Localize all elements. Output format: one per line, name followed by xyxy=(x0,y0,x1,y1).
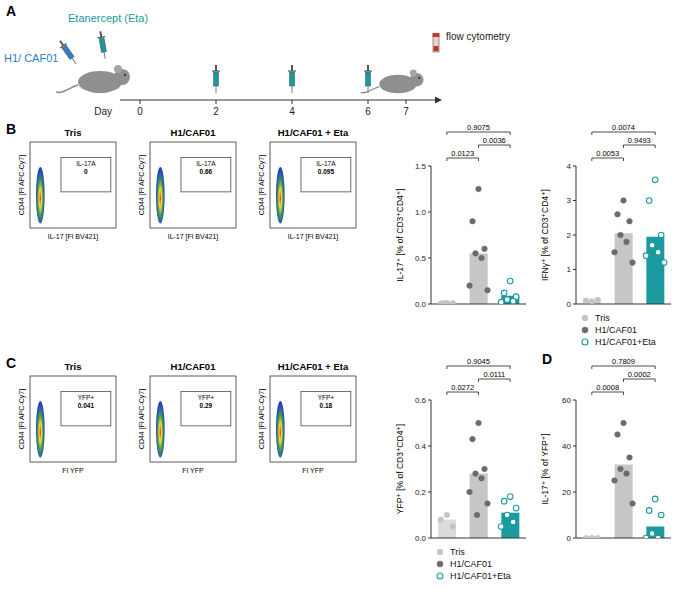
svg-text:0: 0 xyxy=(567,300,572,309)
svg-text:IL-17A: IL-17A xyxy=(76,160,96,167)
svg-text:0.66: 0.66 xyxy=(200,168,213,175)
svg-text:0.9493: 0.9493 xyxy=(628,136,651,145)
svg-text:2: 2 xyxy=(213,106,219,117)
svg-text:0.095: 0.095 xyxy=(318,168,335,175)
html-text:H1/CAF01+Eta: H1/CAF01+Eta xyxy=(595,337,656,347)
svg-text:Fl YFP: Fl YFP xyxy=(302,467,324,474)
svg-text:CD44 [Fl APC-Cy7]: CD44 [Fl APC-Cy7] xyxy=(258,155,266,215)
svg-text:0.18: 0.18 xyxy=(320,402,333,409)
svg-text:IL-17A: IL-17A xyxy=(316,160,336,167)
svg-text:7: 7 xyxy=(403,106,409,117)
svg-text:0: 0 xyxy=(567,534,572,543)
svg-text:0.0272: 0.0272 xyxy=(451,383,474,392)
svg-text:IL-17⁺ [% of YFP⁺]: IL-17⁺ [% of YFP⁺] xyxy=(540,433,550,504)
svg-text:0.7809: 0.7809 xyxy=(612,357,635,366)
svg-text:IL-17 [Fl BV421]: IL-17 [Fl BV421] xyxy=(48,233,99,241)
svg-text:0: 0 xyxy=(137,106,143,117)
svg-text:CD44 [Fl APC-Cy7]: CD44 [Fl APC-Cy7] xyxy=(18,389,26,449)
svg-text:IFNγ⁺ [% of CD3⁺CD4⁺]: IFNγ⁺ [% of CD3⁺CD4⁺] xyxy=(540,189,550,281)
svg-text:Tris: Tris xyxy=(65,127,82,138)
svg-text:0.9045: 0.9045 xyxy=(467,357,490,366)
svg-text:IL-17⁺ [% of CD3⁺CD4⁺]: IL-17⁺ [% of CD3⁺CD4⁺] xyxy=(395,188,405,281)
svg-text:60: 60 xyxy=(562,396,571,405)
svg-text:40: 40 xyxy=(562,442,571,451)
svg-text:0.0111: 0.0111 xyxy=(483,370,505,379)
svg-text:0.0074: 0.0074 xyxy=(612,123,635,132)
svg-text:0.29: 0.29 xyxy=(200,402,213,409)
svg-text:A: A xyxy=(6,3,16,19)
svg-text:0.0002: 0.0002 xyxy=(628,370,651,379)
html-text:H1/CAF01: H1/CAF01 xyxy=(595,325,637,335)
svg-text:0.0036: 0.0036 xyxy=(483,136,506,145)
html-text:H1/CAF01: H1/CAF01 xyxy=(450,559,492,569)
svg-text:2: 2 xyxy=(567,231,572,240)
svg-text:0.0123: 0.0123 xyxy=(451,149,474,158)
svg-text:H1/CAF01 + Eta: H1/CAF01 + Eta xyxy=(278,127,349,138)
svg-text:4: 4 xyxy=(567,162,572,171)
html-text:H1/CAF01+Eta: H1/CAF01+Eta xyxy=(450,571,511,581)
svg-text:0.4: 0.4 xyxy=(415,442,427,451)
svg-text:YFP+: YFP+ xyxy=(78,394,95,401)
svg-text:0.041: 0.041 xyxy=(78,402,95,409)
svg-text:flow cytometry: flow cytometry xyxy=(446,31,510,42)
svg-text:0.0: 0.0 xyxy=(415,300,427,309)
svg-text:CD44 [Fl APC-Cy7]: CD44 [Fl APC-Cy7] xyxy=(138,155,146,215)
svg-text:H1/CAF01: H1/CAF01 xyxy=(171,127,217,138)
svg-text:0: 0 xyxy=(84,168,88,175)
svg-text:YFP⁺ [% of CD3⁺CD4⁺]: YFP⁺ [% of CD3⁺CD4⁺] xyxy=(395,424,405,514)
svg-text:0.6: 0.6 xyxy=(415,396,427,405)
svg-text:CD44 [Fl APC-Cy7]: CD44 [Fl APC-Cy7] xyxy=(138,389,146,449)
html-text:Tris: Tris xyxy=(595,313,610,323)
html-text:Tris: Tris xyxy=(450,547,465,557)
svg-text:YFP+: YFP+ xyxy=(198,394,215,401)
svg-text:1.0: 1.0 xyxy=(415,208,427,217)
svg-text:3: 3 xyxy=(567,196,572,205)
svg-text:0.0053: 0.0053 xyxy=(596,149,619,158)
svg-text:CD44 [Fl APC-Cy7]: CD44 [Fl APC-Cy7] xyxy=(258,389,266,449)
svg-text:Fl YFP: Fl YFP xyxy=(62,467,84,474)
svg-text:H1/CAF01 + Eta: H1/CAF01 + Eta xyxy=(278,361,349,372)
svg-text:IL-17 [Fl BV421]: IL-17 [Fl BV421] xyxy=(168,233,219,241)
svg-text:0.5: 0.5 xyxy=(415,254,427,263)
svg-text:0.0008: 0.0008 xyxy=(596,383,619,392)
svg-text:B: B xyxy=(6,121,16,137)
svg-text:D: D xyxy=(542,352,552,367)
svg-text:IL-17 [Fl BV421]: IL-17 [Fl BV421] xyxy=(288,233,339,241)
svg-text:20: 20 xyxy=(562,488,571,497)
svg-text:YFP+: YFP+ xyxy=(318,394,335,401)
svg-text:0.0: 0.0 xyxy=(415,534,427,543)
svg-text:6: 6 xyxy=(365,106,371,117)
svg-text:H1/CAF01: H1/CAF01 xyxy=(171,361,217,372)
svg-text:CD44 [Fl APC-Cy7]: CD44 [Fl APC-Cy7] xyxy=(18,155,26,215)
svg-text:IL-17A: IL-17A xyxy=(196,160,216,167)
svg-text:0.2: 0.2 xyxy=(415,488,427,497)
svg-text:H1/ CAF01: H1/ CAF01 xyxy=(4,52,58,64)
svg-text:C: C xyxy=(6,355,16,371)
svg-text:0.9075: 0.9075 xyxy=(467,123,490,132)
svg-text:Tris: Tris xyxy=(65,361,82,372)
svg-text:Fl YFP: Fl YFP xyxy=(182,467,204,474)
svg-text:Day: Day xyxy=(94,106,112,117)
svg-text:1: 1 xyxy=(567,265,572,274)
svg-text:4: 4 xyxy=(289,106,295,117)
svg-text:Etanercept (Eta): Etanercept (Eta) xyxy=(68,12,148,24)
svg-text:1.5: 1.5 xyxy=(415,162,427,171)
